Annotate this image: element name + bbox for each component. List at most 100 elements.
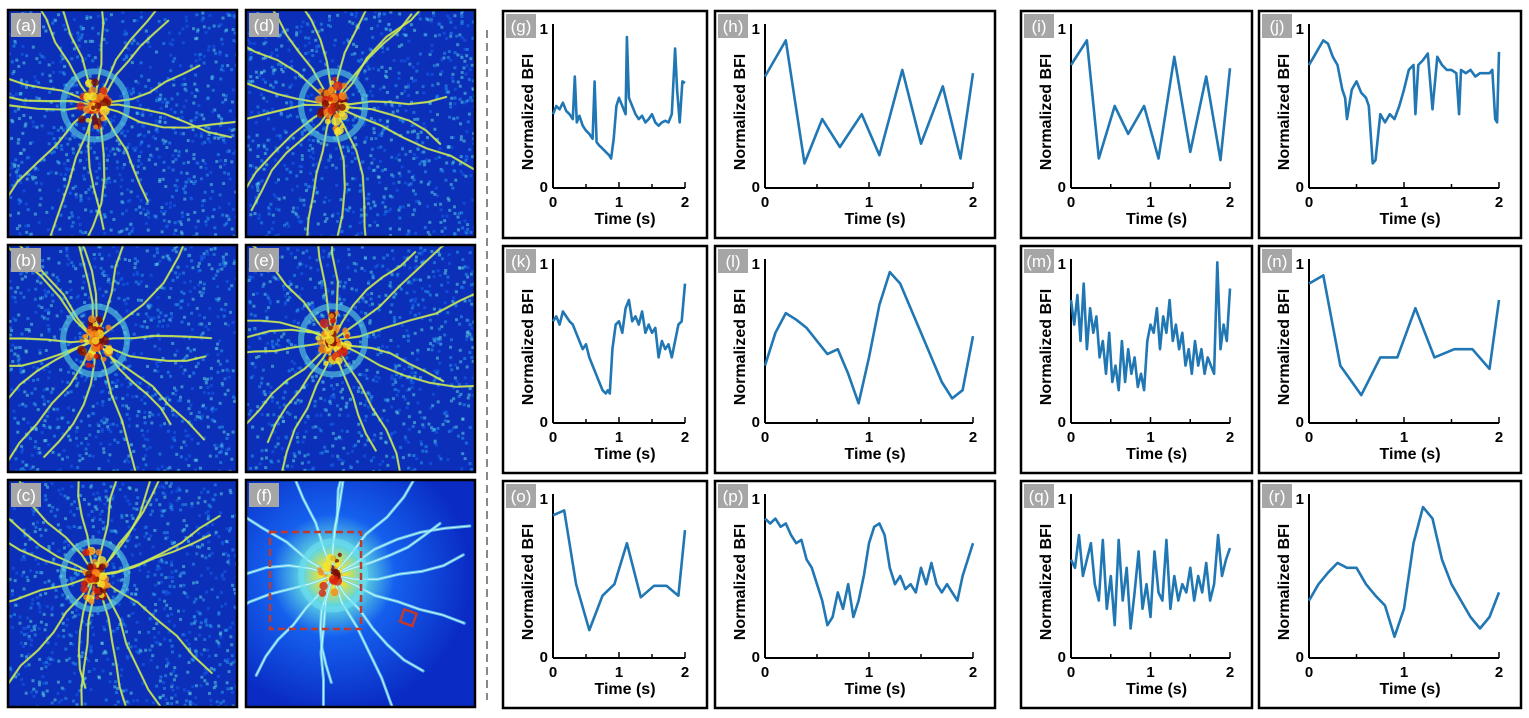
x-tick-label: 0: [761, 429, 769, 446]
x-tick-label: 0: [1305, 194, 1313, 211]
x-tick-label: 0: [761, 664, 769, 681]
image-frame: [6, 8, 239, 239]
chart-panel-r: 0 1 0 1 2 Time (s) Normalized BFI (r): [1257, 479, 1523, 710]
image-frame: [244, 8, 477, 239]
x-axis-label: Time (s): [1379, 681, 1440, 698]
series-line: [1069, 533, 1232, 630]
image-panel-d: (d): [244, 8, 477, 239]
y-tick-label: 0: [752, 179, 760, 196]
y-tick-label: 1: [1058, 256, 1066, 273]
y-axis-label: Normalized BFI: [1038, 524, 1055, 640]
image-frame: [6, 478, 239, 709]
x-tick-label: 2: [1495, 429, 1503, 446]
x-tick-label: 0: [549, 429, 557, 446]
y-tick-label: 0: [1058, 414, 1066, 431]
x-tick-label: 1: [1146, 429, 1154, 446]
series-line: [1069, 261, 1232, 392]
x-tick-label: 1: [865, 194, 873, 211]
y-axis-label: Normalized BFI: [732, 289, 749, 405]
x-tick-label: 0: [1067, 664, 1075, 681]
panel-label: (m): [1026, 252, 1051, 271]
x-tick-label: 2: [1226, 194, 1234, 211]
x-axis-label: Time (s): [844, 681, 905, 698]
y-tick-label: 1: [1296, 491, 1304, 508]
x-axis-label: Time (s): [594, 681, 655, 698]
panel-label: (n): [1267, 252, 1288, 271]
x-tick-label: 1: [865, 664, 873, 681]
y-tick-label: 1: [1058, 21, 1066, 38]
panel-tag: [11, 13, 41, 37]
series-line: [551, 283, 687, 395]
panel-label: (o): [511, 487, 532, 506]
panel-tag: [249, 483, 279, 507]
x-tick-label: 2: [681, 429, 689, 446]
chart-frame: [1257, 9, 1523, 240]
panel-tag: [11, 483, 41, 507]
x-tick-label: 0: [761, 194, 769, 211]
x-axis-label: Time (s): [1379, 211, 1440, 228]
y-tick-label: 0: [1058, 179, 1066, 196]
x-axis-label: Time (s): [594, 446, 655, 463]
chart-panel-q: 0 1 0 1 2 Time (s) Normalized BFI (q): [1019, 479, 1254, 710]
x-tick-label: 0: [1067, 429, 1075, 446]
x-tick-label: 0: [549, 664, 557, 681]
chart-panel-l: 0 1 0 1 2 Time (s) Normalized BFI (l): [713, 244, 997, 475]
chart-panel-j: 0 1 0 1 2 Time (s) Normalized BFI (j): [1257, 9, 1523, 240]
panel-label: (b): [16, 251, 37, 270]
chart-frame: [713, 244, 997, 475]
panel-label: (c): [16, 486, 36, 505]
chart-panels: 0 1 0 1 2 Time (s) Normalized BFI (g) 0 1 0 1 2 Time …: [501, 9, 1523, 710]
roi-box-small: [398, 607, 419, 628]
y-tick-label: 1: [540, 256, 548, 273]
chart-frame: [1019, 479, 1254, 710]
panel-tag: [11, 248, 41, 272]
y-axis-label: Normalized BFI: [1038, 54, 1055, 170]
y-tick-label: 0: [752, 414, 760, 431]
panel-label: (k): [511, 252, 531, 271]
image-frame: [244, 243, 477, 474]
chart-frame: [501, 244, 709, 475]
x-tick-label: 0: [1305, 429, 1313, 446]
y-tick-label: 0: [1296, 414, 1304, 431]
image-panels: (a) (b) (c) (d) (e) (f): [6, 8, 477, 709]
x-axis-label: Time (s): [1379, 446, 1440, 463]
chart-panel-m: 0 1 0 1 2 Time (s) Normalized BFI (m): [1019, 244, 1254, 475]
image-panel-c: (c): [6, 478, 239, 709]
panel-label: (i): [1031, 17, 1046, 36]
series-line: [1069, 39, 1232, 162]
x-tick-label: 2: [1226, 664, 1234, 681]
image-panel-b: (b): [6, 243, 239, 474]
y-tick-label: 0: [1296, 179, 1304, 196]
panel-tag: [249, 13, 279, 37]
x-tick-label: 0: [1305, 664, 1313, 681]
chart-panel-p: 0 1 0 1 2 Time (s) Normalized BFI (p): [713, 479, 997, 710]
y-tick-label: 0: [752, 649, 760, 666]
x-tick-label: 2: [681, 194, 689, 211]
chart-frame: [713, 479, 997, 710]
x-tick-label: 2: [969, 194, 977, 211]
y-axis-label: Normalized BFI: [520, 54, 537, 170]
y-tick-label: 0: [540, 179, 548, 196]
panel-tag: [1262, 484, 1292, 508]
series-line: [763, 39, 975, 165]
chart-frame: [501, 9, 709, 240]
image-panel-a: (a): [6, 8, 239, 239]
x-tick-label: 2: [969, 664, 977, 681]
x-tick-label: 1: [1146, 194, 1154, 211]
y-tick-label: 0: [1058, 649, 1066, 666]
roi-box-large: [268, 530, 363, 631]
panel-tag: [506, 249, 536, 273]
panel-label: (q): [1029, 487, 1050, 506]
panel-tag: [1262, 14, 1292, 38]
chart-frame: [1019, 9, 1254, 240]
chart-panel-h: 0 1 0 1 2 Time (s) Normalized BFI (h): [713, 9, 997, 240]
panel-label: (l): [725, 252, 740, 271]
y-tick-label: 1: [540, 491, 548, 508]
x-axis-label: Time (s): [1126, 446, 1187, 463]
y-axis-label: Normalized BFI: [520, 289, 537, 405]
x-tick-label: 1: [1400, 664, 1408, 681]
panel-tag: [1262, 249, 1292, 273]
y-axis-label: Normalized BFI: [1276, 524, 1293, 640]
chart-panel-k: 0 1 0 1 2 Time (s) Normalized BFI (k): [501, 244, 709, 475]
